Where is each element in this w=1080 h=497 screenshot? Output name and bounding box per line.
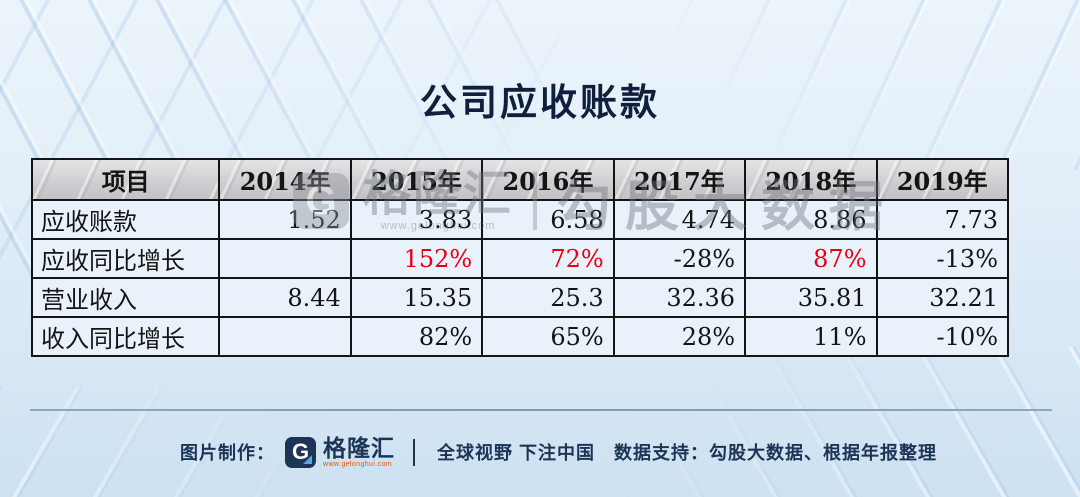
header-2015: 2015年 [349, 158, 484, 201]
table-cell: 1.52 [218, 199, 352, 240]
header-2018: 2018年 [744, 158, 878, 201]
table-cell: 72% [481, 238, 615, 279]
table-cell: 3.83 [349, 199, 484, 240]
row-label: 应收同比增长 [30, 238, 221, 279]
table-cell [218, 316, 352, 357]
table-cell: -10% [875, 316, 1009, 357]
table-cell: 15.35 [349, 277, 484, 318]
table-cell: 8.44 [218, 277, 352, 318]
brand-url: www.gelonghui.com [323, 460, 393, 468]
header-2016: 2016年 [481, 158, 615, 201]
brand-name: 格隆汇 [323, 434, 395, 461]
table-cell: 65% [481, 316, 615, 357]
brand-slogan: 全球视野 下注中国 [437, 443, 596, 463]
table-row: 营业收入 8.44 15.35 25.3 32.36 35.81 32.21 [30, 277, 1009, 318]
header-2019: 2019年 [875, 158, 1009, 201]
data-support-text: 数据支持：勾股大数据、根据年报整理 [614, 443, 937, 463]
row-label: 营业收入 [30, 277, 221, 318]
row-label: 收入同比增长 [30, 316, 221, 357]
table-cell: 32.21 [875, 277, 1009, 318]
gelonghui-logo-unit: G 格隆汇 www.gelonghui.com [285, 434, 395, 468]
table-cell: 11% [744, 316, 878, 357]
table-row: 收入同比增长 82% 65% 28% 11% -10% [30, 316, 1009, 357]
header-item: 项目 [30, 158, 221, 201]
table-cell: -28% [612, 238, 747, 279]
table-cell: 28% [612, 316, 747, 357]
table-cell: 6.58 [481, 199, 615, 240]
table-header-row: 项目 2014年 2015年 2016年 2017年 2018年 2019年 [30, 158, 1009, 201]
header-2014: 2014年 [218, 158, 352, 201]
row-label: 应收账款 [30, 199, 221, 240]
made-by-label: 图片制作： [180, 443, 275, 463]
table-cell: 4.74 [612, 199, 747, 240]
footer-divider-line [30, 409, 1052, 411]
table-cell [218, 238, 352, 279]
table-row: 应收账款 1.52 3.83 6.58 4.74 8.86 7.73 [30, 199, 1009, 240]
gelonghui-logo-icon: G [285, 436, 316, 468]
table-cell: 152% [349, 238, 484, 279]
receivables-table: 项目 2014年 2015年 2016年 2017年 2018年 2019年 应… [30, 158, 1009, 357]
footer: 图片制作： G 格隆汇 www.gelonghui.com 全球视野 下注中国 … [0, 429, 1080, 475]
table-cell: 35.81 [744, 277, 878, 318]
table-cell: 32.36 [612, 277, 747, 318]
table-cell: -13% [875, 238, 1009, 279]
table-cell: 25.3 [481, 277, 615, 318]
table-row: 应收同比增长 152% 72% -28% 87% -13% [30, 238, 1009, 279]
table-cell: 8.86 [744, 199, 878, 240]
table-cell: 7.73 [875, 199, 1009, 240]
page-title: 公司应收账款 [420, 82, 660, 123]
footer-separator [413, 438, 415, 466]
table-cell: 82% [349, 316, 484, 357]
logo-notch-shape [303, 454, 312, 464]
table-cell: 87% [744, 238, 878, 279]
header-2017: 2017年 [612, 158, 747, 201]
